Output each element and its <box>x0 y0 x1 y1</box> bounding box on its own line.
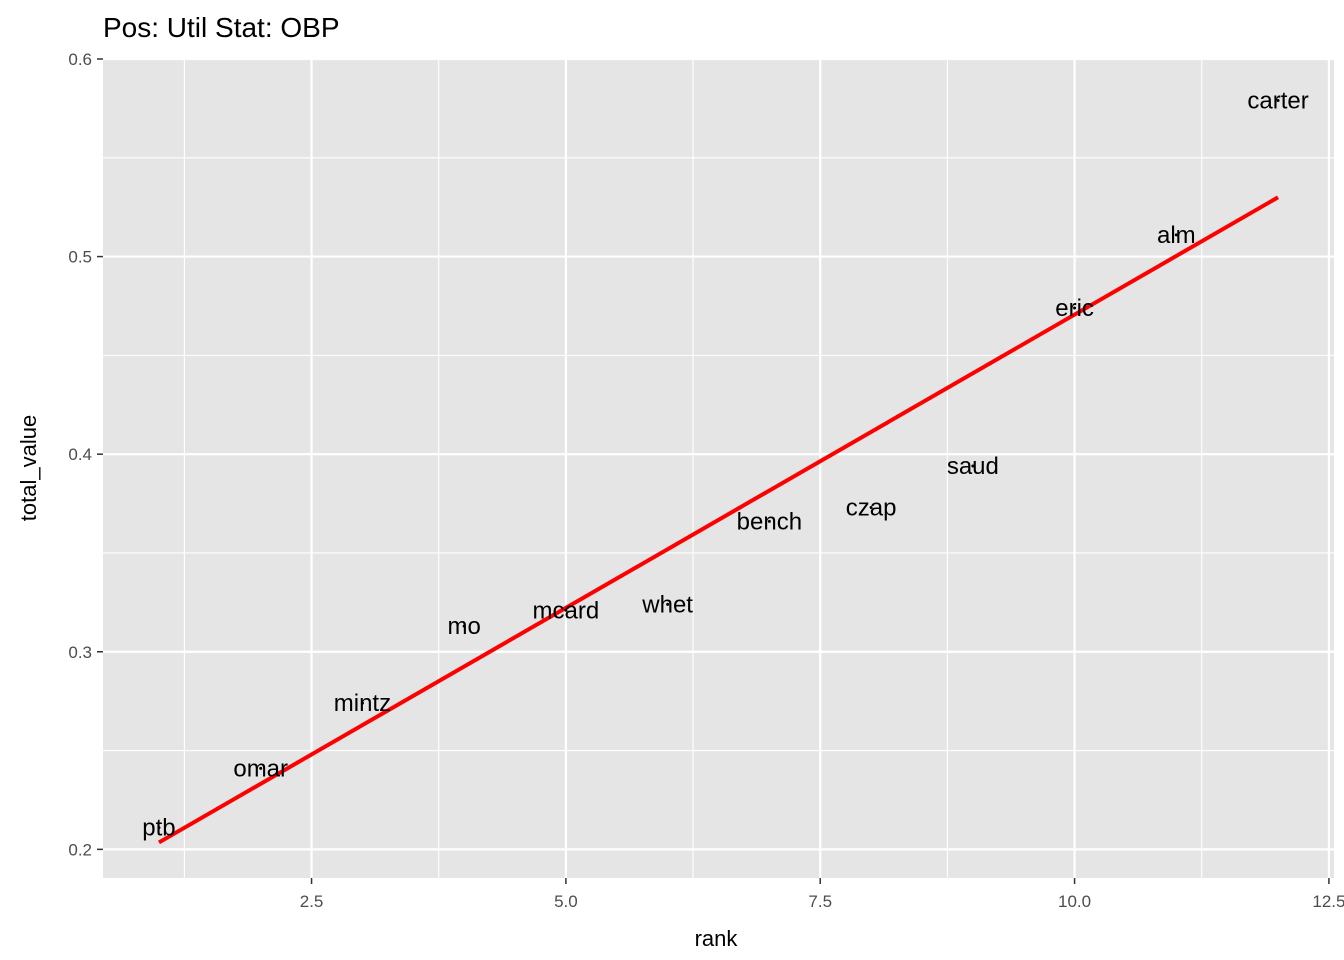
data-point <box>1073 306 1077 310</box>
data-point <box>1276 98 1280 102</box>
x-tick-label: 7.5 <box>808 892 832 911</box>
point-label: mintz <box>334 690 391 717</box>
point-label: eric <box>1055 295 1094 322</box>
y-tick-label: 0.3 <box>68 643 92 662</box>
trend-line-path <box>157 195 1280 845</box>
y-axis: 0.2 0.3 0.4 0.5 0.6 <box>68 50 103 859</box>
point-label: ptb <box>142 815 175 842</box>
point-label: carter <box>1247 87 1308 114</box>
data-point <box>869 506 873 510</box>
y-tick-label: 0.2 <box>68 840 92 859</box>
plot-panel <box>103 59 1334 878</box>
data-point <box>767 519 771 523</box>
minor-gridlines <box>103 59 1334 878</box>
x-tick-label: 5.0 <box>554 892 578 911</box>
point-label: omar <box>233 755 288 782</box>
y-tick-label: 0.6 <box>68 50 92 69</box>
data-point <box>564 608 568 612</box>
data-point <box>462 624 466 628</box>
x-axis: 2.5 5.0 7.5 10.0 12.5 <box>300 878 1344 911</box>
y-tick-label: 0.4 <box>68 445 92 464</box>
data-point <box>157 826 161 830</box>
data-point <box>259 766 263 770</box>
data-point <box>666 602 670 606</box>
point-label: czap <box>846 495 897 522</box>
point-label: bench <box>737 508 802 535</box>
point-label: alm <box>1157 222 1196 249</box>
x-tick-label: 12.5 <box>1312 892 1344 911</box>
data-point <box>1174 233 1178 237</box>
point-label: saud <box>947 453 999 480</box>
trend-line <box>157 195 1280 845</box>
point-label: mo <box>447 613 480 640</box>
y-tick-label: 0.5 <box>68 248 92 267</box>
data-points: ptb omar mintz mo mcard whet bench czap saud eric… <box>142 87 1308 841</box>
chart-title: Pos: Util Stat: OBP <box>103 12 340 43</box>
x-axis-title: rank <box>695 926 739 951</box>
x-tick-label: 10.0 <box>1058 892 1091 911</box>
point-label: whet <box>641 591 693 618</box>
major-gridlines <box>103 57 1334 878</box>
data-point <box>971 464 975 468</box>
x-tick-label: 2.5 <box>300 892 324 911</box>
point-label: mcard <box>533 597 600 624</box>
data-point <box>360 701 364 705</box>
y-axis-title: total_value <box>16 415 41 521</box>
